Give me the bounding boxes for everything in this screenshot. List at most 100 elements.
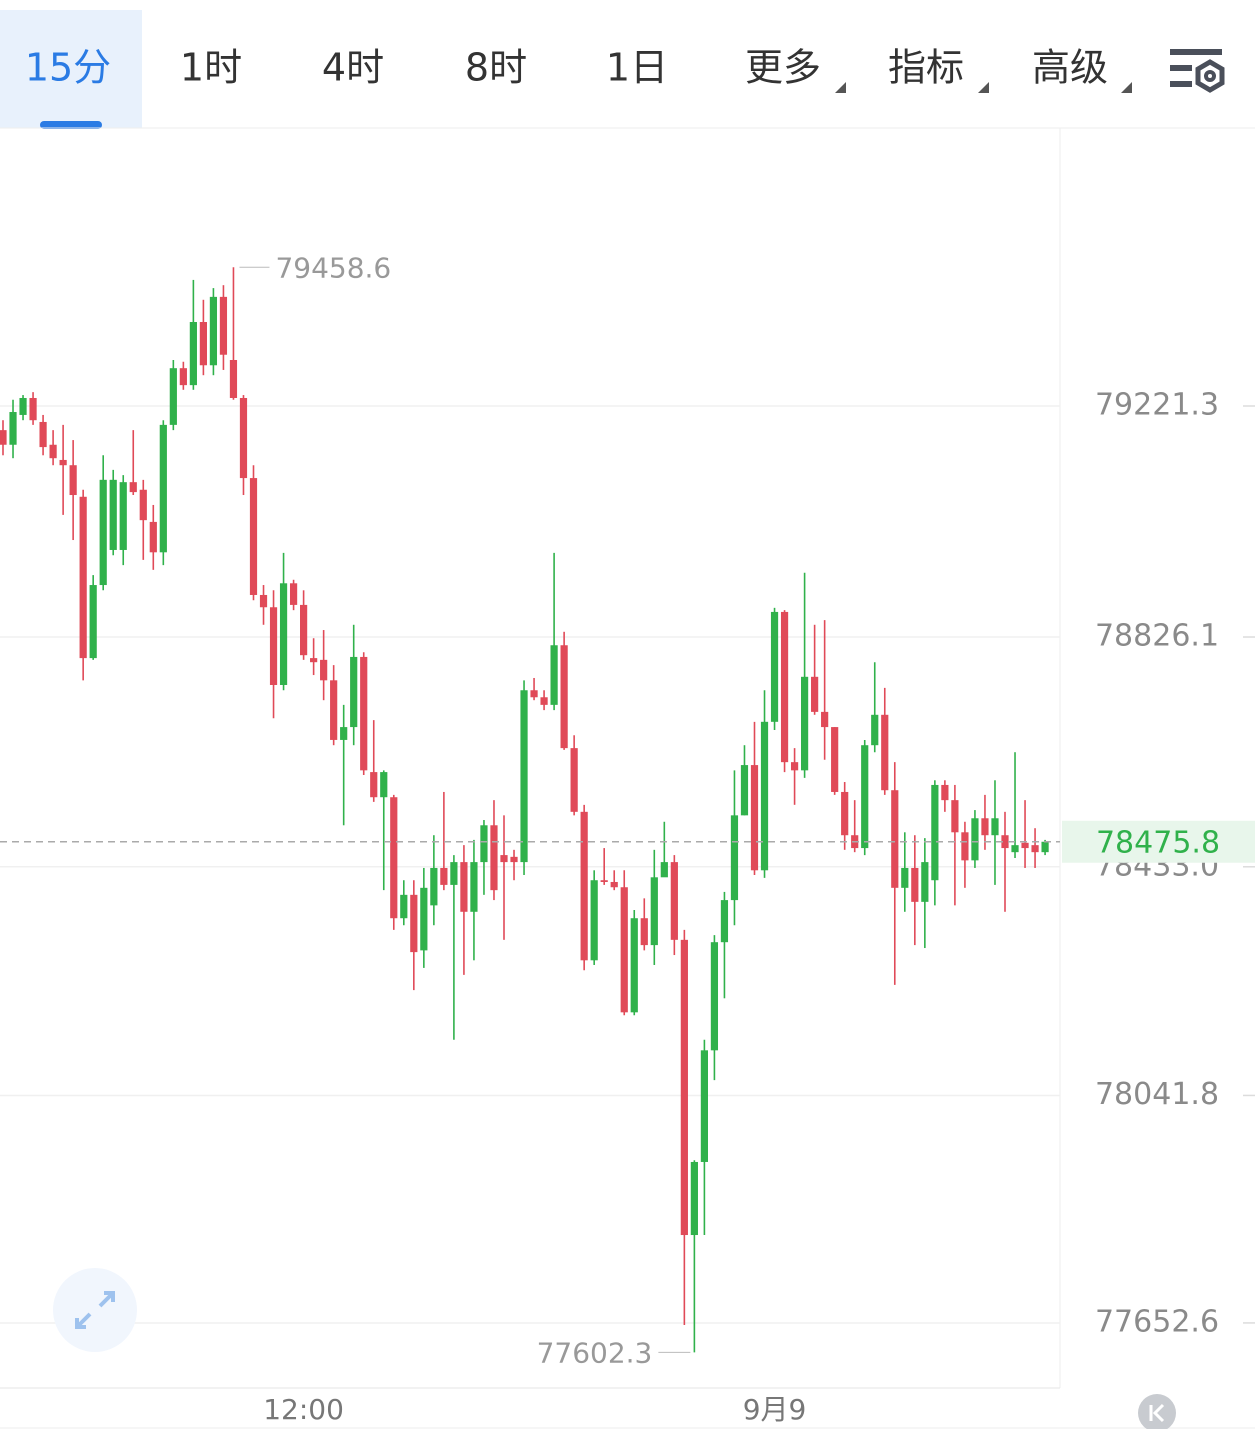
tab-label[interactable]: 4时 [322, 46, 384, 90]
candle-body [921, 862, 929, 902]
candle-body [740, 765, 749, 816]
candle-body [831, 727, 839, 792]
candle-body [109, 479, 117, 550]
tab-label[interactable]: 1日 [606, 46, 668, 90]
expand-arrow [98, 1291, 115, 1308]
y-tick-label: 78041.8 [1095, 1077, 1219, 1112]
candle-body [750, 765, 759, 871]
expand-arrow [75, 1312, 92, 1329]
expand-button[interactable] [53, 1268, 137, 1352]
candle-body [219, 296, 228, 355]
candle-body [49, 444, 57, 459]
candle-body [991, 818, 999, 836]
candle-body [370, 772, 378, 798]
tab-label[interactable]: 15分 [25, 46, 111, 90]
active-tab-indicator [40, 121, 102, 129]
candle-body [59, 459, 67, 466]
candle-body [620, 887, 628, 1013]
candle-body [730, 815, 739, 901]
candle-body [510, 856, 518, 863]
candle-body [560, 645, 568, 749]
candle-body [841, 791, 849, 836]
candle-body [590, 880, 598, 961]
last-price-label: 78475.8 [1096, 825, 1220, 860]
candle-body [971, 818, 979, 861]
candle-body [811, 676, 819, 712]
candle-body [891, 790, 899, 888]
candle-body [911, 867, 919, 902]
plot: 79221.378826.178433.078041.877652.612:00… [0, 251, 1255, 1426]
max-label: 79458.6 [275, 251, 391, 284]
candle-body [530, 690, 538, 698]
candle-body [209, 296, 218, 366]
candle-body [179, 368, 187, 386]
dropdown-marker [978, 82, 989, 93]
candle-body [129, 482, 137, 493]
candle-body [89, 585, 97, 659]
tab-label[interactable]: 1时 [180, 46, 242, 90]
candle-body [981, 818, 989, 836]
candle-body [460, 862, 468, 912]
candle-body [780, 611, 789, 763]
candle-body [961, 832, 969, 861]
settings-icon[interactable] [1170, 49, 1225, 93]
candle-body [320, 659, 328, 681]
candle-body [550, 645, 558, 705]
candle-body [500, 855, 508, 863]
candle-body [269, 607, 278, 685]
candle-body [340, 727, 348, 740]
candle-body [159, 424, 167, 553]
dropdown-marker [835, 82, 846, 93]
candle-body [440, 867, 448, 885]
candle-body [801, 676, 809, 771]
candle-body [1021, 842, 1029, 849]
candle-body [39, 421, 47, 448]
candle-body [680, 939, 688, 1236]
candle-body [901, 867, 909, 888]
candle-body [480, 825, 488, 863]
candle-body [931, 784, 939, 881]
candle-body [139, 489, 147, 521]
tab-label[interactable]: 更多 [745, 46, 821, 90]
candle-body [540, 697, 548, 705]
candle-body [99, 479, 107, 586]
candle-body [249, 478, 258, 595]
candle-body [720, 900, 729, 943]
active-tab-bg [0, 10, 142, 128]
candle-body [119, 482, 127, 550]
candle-body [700, 1050, 708, 1162]
y-tick-label: 78826.1 [1095, 619, 1219, 654]
candle-body [229, 359, 238, 398]
dropdown-marker [1121, 82, 1132, 93]
candle-body [821, 711, 829, 728]
candle-body [350, 656, 358, 728]
candle-body [420, 887, 428, 951]
candle-body [300, 604, 308, 656]
tab-label[interactable]: 8时 [465, 46, 527, 90]
candle-body [640, 918, 648, 946]
candle-body [9, 412, 17, 445]
dropdown-markers [835, 82, 1132, 93]
candle-body [380, 772, 388, 798]
candle-body [690, 1161, 698, 1236]
candle-body [430, 867, 438, 906]
tab-label[interactable]: 高级 [1032, 46, 1108, 90]
candle-body [149, 521, 157, 553]
x-tick-label: 12:00 [263, 1393, 344, 1426]
candle-body [310, 658, 318, 663]
scroll-icon [1149, 1403, 1165, 1423]
candle-body [29, 397, 37, 421]
min-label: 77602.3 [537, 1336, 653, 1369]
candle-body [69, 465, 77, 496]
candle-body [189, 322, 197, 386]
y-tick-label: 79221.3 [1095, 387, 1219, 422]
candle-body [470, 862, 478, 912]
candle-body [630, 918, 638, 1013]
last-price-tag [1062, 820, 1255, 863]
candle-body [570, 748, 578, 812]
candle-body [199, 322, 207, 366]
candle-body [520, 690, 528, 863]
tab-label[interactable]: 指标 [888, 46, 964, 90]
candle-body [79, 496, 87, 659]
